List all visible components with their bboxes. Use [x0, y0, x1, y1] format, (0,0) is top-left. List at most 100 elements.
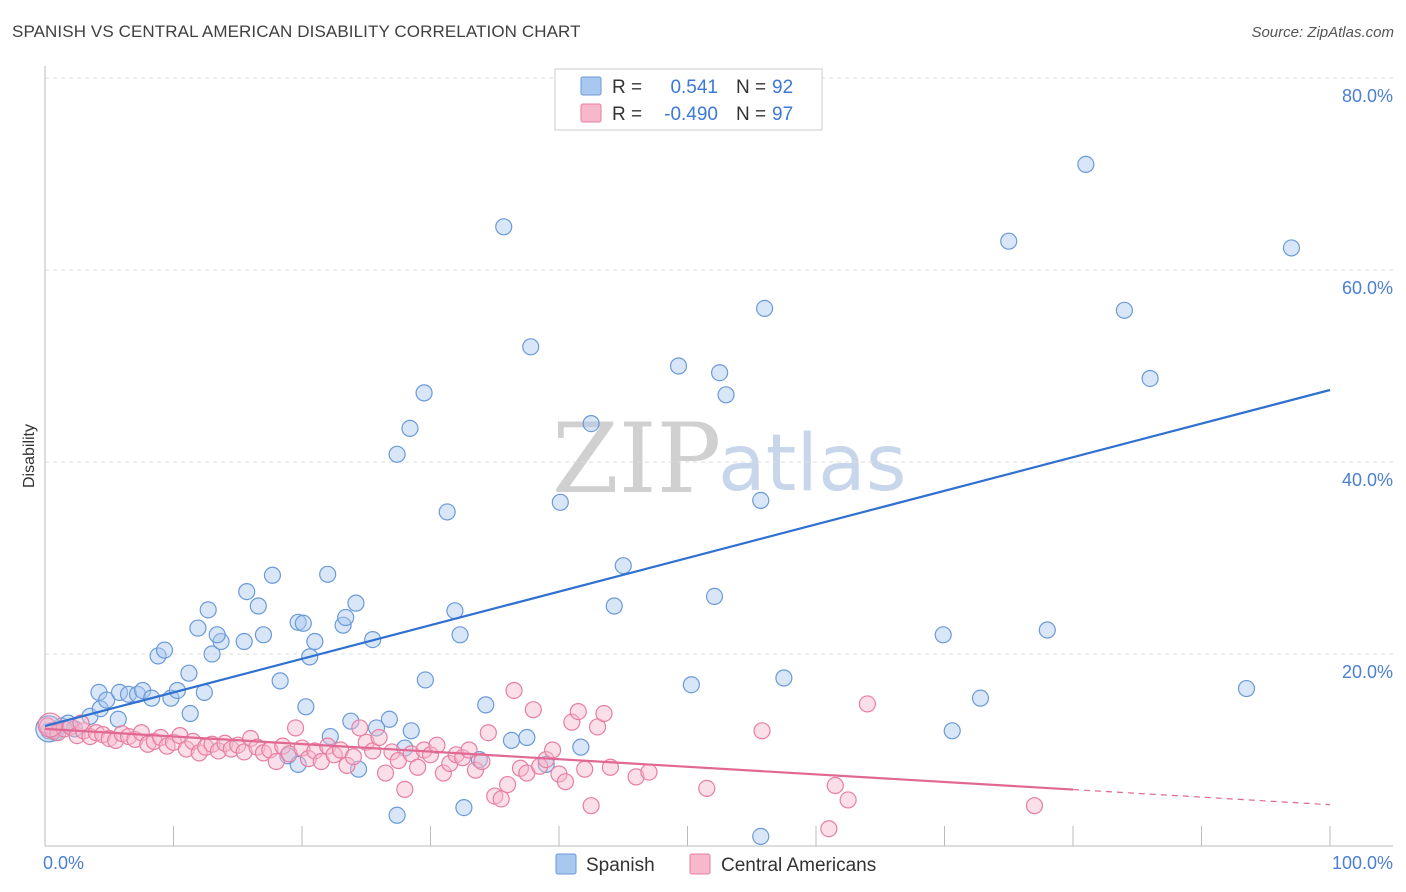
- central-americans-point-53: [376, 764, 395, 782]
- spanish-point-47: [402, 722, 420, 740]
- spanish-point-51: [477, 696, 495, 714]
- legend-swatch-central: [580, 103, 602, 123]
- legend-swatch-spanish: [580, 76, 602, 96]
- trend-line-central-americans-extension: [1072, 788, 1331, 806]
- y-tick-label-60: 60.0%: [1342, 278, 1393, 298]
- spanish-point-54: [522, 338, 540, 356]
- central-americans-point-90: [640, 763, 658, 781]
- central-americans-point-66: [460, 741, 478, 759]
- central-americans-point-47: [338, 756, 356, 774]
- spanish-point-77: [775, 669, 793, 687]
- legend-top: R = 0.541 N = 92 R = -0.490 N = 97: [554, 68, 823, 131]
- spanish-point-78: [455, 798, 473, 817]
- central-americans-point-81: [556, 773, 575, 791]
- central-americans-point-39: [286, 719, 305, 737]
- central-americans-point-72: [499, 775, 517, 794]
- spanish-point-91: [342, 712, 360, 730]
- spanish-point-64: [752, 491, 770, 509]
- spanish-point-72: [1141, 369, 1159, 388]
- spanish-point-26: [208, 626, 226, 644]
- central-americans-point-50: [357, 733, 375, 751]
- spanish-point-48: [438, 503, 456, 521]
- watermark-zip: ZIP: [552, 403, 721, 515]
- watermark-atlas: atlas: [718, 419, 907, 509]
- central-americans-point-94: [826, 776, 844, 795]
- central-americans-point-32: [242, 729, 260, 748]
- central-americans-point-85: [582, 797, 600, 815]
- spanish-point-39: [337, 608, 355, 627]
- central-americans-point-96: [858, 695, 877, 713]
- spanish-point-57: [605, 597, 623, 615]
- central-americans-point-36: [267, 752, 285, 771]
- central-americans-point-79: [543, 741, 562, 759]
- spanish-point-60: [682, 676, 700, 694]
- spanish-point-89: [572, 738, 590, 756]
- central-americans-point-84: [576, 760, 594, 778]
- legend-bottom-label-central: Central Americans: [721, 855, 876, 876]
- legend-n-value-central: 97: [772, 104, 793, 125]
- spanish-point-10: [109, 710, 127, 728]
- central-americans-point-62: [434, 764, 452, 782]
- spanish-point-15: [149, 647, 167, 665]
- spanish-point-90: [518, 728, 536, 747]
- spanish-point-30: [254, 626, 273, 644]
- trend-lines: [44, 388, 1331, 806]
- central-americans-point-58: [409, 758, 427, 776]
- trend-line-spanish: [44, 388, 1331, 728]
- central-americans-point-24: [190, 744, 208, 762]
- spanish-point-20: [181, 704, 199, 723]
- spanish-point-45: [415, 384, 433, 402]
- central-americans-point-87: [595, 704, 613, 723]
- central-americans-point-83: [569, 702, 587, 721]
- spanish-point-33: [289, 613, 307, 631]
- spanish-point-50: [451, 626, 469, 644]
- legend-bottom: Spanish Central Americans: [555, 853, 876, 876]
- legend-bottom-swatch-spanish: [555, 853, 577, 875]
- spanish-point-16: [155, 641, 174, 659]
- spanish-point-43: [388, 445, 406, 463]
- central-americans-point-73: [505, 681, 523, 700]
- spanish-point-73: [1237, 679, 1256, 698]
- trend-line-central-americans: [44, 727, 1074, 791]
- central-americans-point-67: [466, 761, 485, 779]
- x-tick-label-min: 0.0%: [43, 853, 84, 873]
- spanish-point-29: [249, 597, 267, 615]
- y-tick-label-80: 80.0%: [1342, 86, 1393, 106]
- series-central-americans-points: [37, 681, 1044, 838]
- x-axis-ticks: [173, 826, 1331, 846]
- spanish-point-8: [98, 691, 116, 709]
- central-americans-point-95: [839, 791, 857, 809]
- spanish-point-61: [711, 364, 729, 382]
- spanish-point-27: [235, 632, 253, 651]
- spanish-point-37: [319, 565, 337, 583]
- spanish-point-68: [943, 722, 961, 740]
- spanish-point-66: [752, 827, 770, 846]
- x-tick-label-max: 100.0%: [1332, 853, 1393, 873]
- central-americans-point-56: [396, 780, 414, 798]
- y-axis-title: Disability: [21, 424, 38, 488]
- central-americans-point-68: [473, 752, 491, 771]
- central-americans-point-48: [344, 748, 362, 766]
- spanish-point-76: [971, 689, 990, 707]
- spanish-point-46: [416, 671, 434, 689]
- central-americans-point-18: [152, 728, 170, 747]
- spanish-point-67: [934, 626, 952, 644]
- spanish-point-11: [119, 685, 138, 703]
- spanish-point-58: [614, 557, 632, 575]
- chart-title: SPANISH VS CENTRAL AMERICAN DISABILITY C…: [12, 22, 581, 41]
- spanish-point-88: [537, 755, 555, 774]
- spanish-point-85: [367, 719, 386, 737]
- spanish-point-36: [306, 632, 324, 651]
- spanish-point-62: [705, 587, 724, 606]
- central-americans-point-71: [492, 790, 510, 808]
- legend-n-value-spanish: 92: [772, 77, 793, 98]
- chart-source: Source: ZipAtlas.com: [1251, 24, 1394, 41]
- spanish-point-69: [1000, 232, 1018, 250]
- y-tick-label-40: 40.0%: [1342, 470, 1393, 490]
- spanish-point-52: [495, 218, 513, 236]
- central-americans-point-42: [306, 742, 324, 760]
- central-americans-point-69: [479, 724, 497, 742]
- spanish-point-65: [755, 299, 774, 317]
- spanish-point-75: [1282, 239, 1301, 257]
